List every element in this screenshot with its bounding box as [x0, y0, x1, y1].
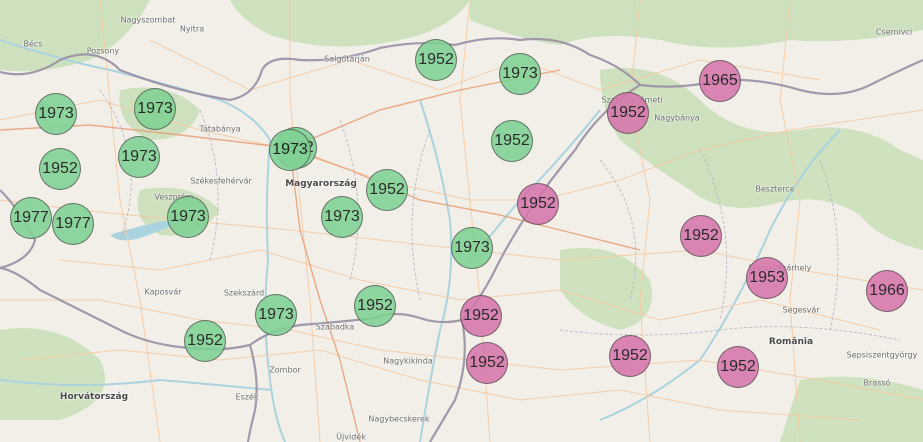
- cluster-marker-green[interactable]: 1973: [451, 227, 493, 269]
- place-label: Nagyszombat: [120, 15, 176, 25]
- place-label: Beszterce: [755, 184, 795, 194]
- place-label: Szekszárd: [223, 288, 265, 298]
- place-label: Nyitra: [179, 24, 205, 34]
- cluster-marker-green[interactable]: 1973: [134, 88, 176, 130]
- cluster-marker-green[interactable]: 1977: [52, 203, 94, 245]
- cluster-marker-green[interactable]: 1952: [366, 169, 408, 211]
- cluster-marker-pink[interactable]: 1965: [699, 60, 741, 102]
- cluster-marker-green[interactable]: 1973: [167, 196, 209, 238]
- cluster-marker-pink[interactable]: 1952: [680, 215, 722, 257]
- cluster-marker-green[interactable]: 1973: [269, 129, 311, 171]
- place-label: Horvátország: [59, 392, 129, 402]
- place-label: Bécs: [23, 39, 43, 49]
- cluster-marker-pink[interactable]: 1952: [717, 346, 759, 388]
- place-label: Szabadka: [315, 322, 355, 332]
- cluster-marker-pink[interactable]: 1952: [466, 342, 508, 384]
- place-label: Újvidék: [336, 432, 366, 442]
- cluster-marker-pink[interactable]: 1952: [517, 183, 559, 225]
- place-label: Kaposvár: [144, 287, 182, 297]
- cluster-marker-pink[interactable]: 1953: [746, 257, 788, 299]
- rivers: [0, 39, 841, 442]
- lake-balaton: [110, 218, 185, 241]
- cluster-marker-green[interactable]: 1973: [35, 93, 77, 135]
- place-label: Nagykikinda: [383, 356, 433, 366]
- place-label: Csernivci: [875, 27, 913, 37]
- place-label: Zombor: [269, 365, 301, 375]
- place-label: Veszprém: [154, 192, 194, 202]
- cluster-marker-pink[interactable]: 1952: [460, 295, 502, 337]
- cluster-marker-green[interactable]: 1973: [118, 136, 160, 178]
- cluster-marker-green[interactable]: 1973: [255, 294, 297, 336]
- cluster-marker-pink[interactable]: 1966: [866, 270, 908, 312]
- cluster-marker-green[interactable]: 1952: [354, 285, 396, 327]
- cluster-marker-pink[interactable]: 1952: [609, 335, 651, 377]
- cluster-marker-green[interactable]: 1977: [10, 197, 52, 239]
- cluster-marker-green[interactable]: 1952: [415, 39, 457, 81]
- place-label: Tatabánya: [199, 124, 241, 134]
- place-label: Magyarország: [285, 179, 357, 189]
- cluster-marker-pink[interactable]: 1952: [607, 92, 649, 134]
- cluster-marker-green[interactable]: 1952: [39, 148, 81, 190]
- place-label: Salgótarján: [324, 54, 370, 64]
- cluster-marker-green[interactable]: 1952: [491, 120, 533, 162]
- place-label: Segesvár: [782, 305, 820, 315]
- place-label: Pozsony: [86, 46, 120, 56]
- place-label: Nagybecskerek: [368, 414, 430, 424]
- place-label: Székesfehérvár: [190, 176, 252, 186]
- cluster-marker-green[interactable]: 1952: [184, 320, 226, 362]
- cluster-marker-green[interactable]: 1973: [499, 53, 541, 95]
- place-label: Eszék: [235, 392, 259, 402]
- cluster-marker-green[interactable]: 1973: [321, 196, 363, 238]
- place-label: Sepsiszentgyörgy: [846, 350, 918, 360]
- place-label: România: [768, 337, 814, 347]
- place-label: Nagybánya: [654, 113, 700, 123]
- county-borders: [99, 89, 901, 341]
- place-label: Brassó: [863, 378, 891, 388]
